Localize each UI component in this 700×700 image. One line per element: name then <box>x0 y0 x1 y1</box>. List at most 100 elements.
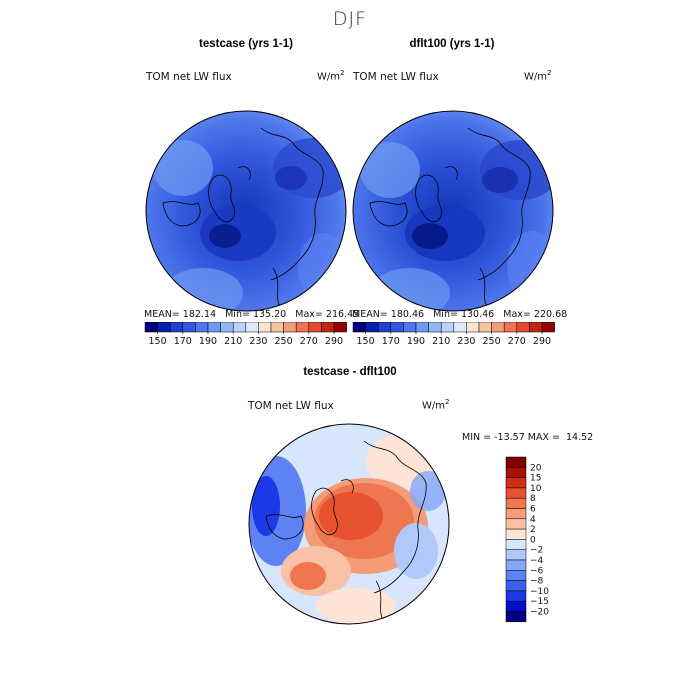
colorbar-tick-label: −15 <box>530 597 549 607</box>
colorbar-tick-label: 150 <box>357 336 375 347</box>
colorbar-tick-label: 4 <box>530 515 536 525</box>
colorbar-tick-label: 230 <box>249 336 267 347</box>
colorbar-swatch <box>428 322 442 333</box>
colorbar-swatch <box>333 322 347 333</box>
diff-panel-variable-label: TOM net LW flux <box>248 400 334 412</box>
colorbar-swatch <box>258 322 272 333</box>
colorbar-tick-label: 270 <box>508 336 526 347</box>
colorbar-swatch <box>295 322 310 333</box>
colorbar-swatch <box>505 528 527 540</box>
coastline <box>363 440 427 594</box>
colorbar-tick-label: 250 <box>483 336 501 347</box>
colorbar-swatch <box>505 456 527 468</box>
colorbar-swatch <box>505 590 527 602</box>
colorbar-swatch <box>505 549 527 561</box>
colorbar-swatch <box>505 570 527 581</box>
map-border <box>352 110 554 312</box>
colorbar-tick-label: 15 <box>530 474 541 484</box>
colorbar-swatch <box>403 322 417 333</box>
colorbar-swatch <box>440 322 455 333</box>
colorbar-swatch <box>541 322 555 333</box>
colorbar-swatch <box>232 322 247 333</box>
colorbar-swatch <box>270 322 284 333</box>
colorbar-tick-label: 20 <box>530 463 542 473</box>
greenland-coast <box>415 174 442 223</box>
colorbar-swatch <box>377 322 392 333</box>
panel-1-polar-map <box>145 110 347 312</box>
panel-1-stats: MEAN= 182.14 Min= 135.20 Max= 216.45 <box>144 309 360 320</box>
colorbar-swatch <box>516 322 530 333</box>
colorbar-swatch <box>195 322 209 333</box>
coastline <box>265 514 304 540</box>
panel-2-title: dflt100 (yrs 1-1) <box>409 38 495 50</box>
colorbar-tick-label: 230 <box>457 336 475 347</box>
colorbar-swatch <box>505 497 527 509</box>
colorbar-tick-label: 8 <box>530 494 536 504</box>
colorbar-swatch <box>390 322 404 333</box>
colorbar-swatch <box>207 322 221 333</box>
colorbar-swatch <box>505 580 527 592</box>
colorbar-tick-label: −6 <box>530 566 544 576</box>
panel-1-variable-label: TOM net LW flux <box>146 71 232 83</box>
colorbar-tick-label: 150 <box>149 336 167 347</box>
colorbar-tick-label: 170 <box>174 336 192 347</box>
colorbar-swatch <box>505 508 527 520</box>
colorbar-swatch <box>169 322 184 333</box>
colorbar-tick-label: 0 <box>530 535 536 545</box>
panel-1-units: W/m2 <box>317 69 345 83</box>
colorbar-swatch <box>505 518 527 530</box>
colorbar-tick-label: −10 <box>530 587 549 597</box>
coastline <box>467 127 531 281</box>
coastline <box>369 201 408 227</box>
colorbar-swatch <box>478 322 492 333</box>
greenland-coast <box>311 487 338 536</box>
map-border <box>248 423 450 625</box>
colorbar-swatch <box>283 322 297 333</box>
panel-2-stats: MEAN= 180.46 Min= 130.46 Max= 220.68 <box>352 309 568 320</box>
colorbar-tick-label: 190 <box>407 336 425 347</box>
colorbar-tick-label: −2 <box>530 546 543 556</box>
colorbar-swatch <box>505 611 527 623</box>
panel-2-colorbar: 150 170 190 210 230 250 270 290 <box>352 322 555 347</box>
colorbar-swatch <box>182 322 196 333</box>
colorbar-swatch <box>505 487 527 499</box>
colorbar-swatch <box>144 322 158 333</box>
colorbar-tick-label: −8 <box>530 577 544 587</box>
colorbar-tick-label: 290 <box>533 336 551 347</box>
colorbar-swatch <box>529 322 543 333</box>
map-border <box>145 110 347 312</box>
colorbar-swatch <box>505 467 527 478</box>
colorbar-tick-label: 290 <box>325 336 343 347</box>
diff-panel-minmax: MIN = -13.57 MAX = 14.52 <box>462 432 594 443</box>
colorbar-swatch <box>220 322 234 333</box>
colorbar-tick-label: 2 <box>530 525 536 535</box>
colorbar-swatch <box>503 322 518 333</box>
colorbar-tick-label: −4 <box>530 556 544 566</box>
colorbar-swatch <box>505 477 527 489</box>
colorbar-tick-label: 10 <box>530 484 542 494</box>
greenland-coast <box>208 174 235 223</box>
coastline <box>162 201 201 227</box>
panel-2-variable-label: TOM net LW flux <box>353 71 439 83</box>
panel-1-colorbar: 150 170 190 210 230 250 270 290 <box>144 322 347 347</box>
panel-2-polar-map <box>352 110 554 312</box>
colorbar-tick-label: 210 <box>432 336 450 347</box>
colorbar-swatch <box>157 322 171 333</box>
colorbar-tick-label: −20 <box>530 608 549 618</box>
colorbar-swatch <box>321 322 335 333</box>
colorbar-swatch <box>491 322 505 333</box>
colorbar-tick-label: 210 <box>224 336 242 347</box>
diff-panel-polar-map <box>248 423 450 625</box>
colorbar-tick-label: 250 <box>275 336 293 347</box>
colorbar-swatch <box>466 322 480 333</box>
colorbar-swatch <box>352 322 366 333</box>
colorbar-tick-label: 170 <box>382 336 400 347</box>
panel-2-units: W/m2 <box>524 69 552 83</box>
colorbar-swatch <box>505 600 527 612</box>
colorbar-swatch <box>245 322 259 333</box>
colorbar-tick-label: 270 <box>300 336 318 347</box>
colorbar-swatch <box>453 322 467 333</box>
panel-1-title: testcase (yrs 1-1) <box>199 38 293 50</box>
diff-panel-title: testcase - dflt100 <box>303 366 397 378</box>
